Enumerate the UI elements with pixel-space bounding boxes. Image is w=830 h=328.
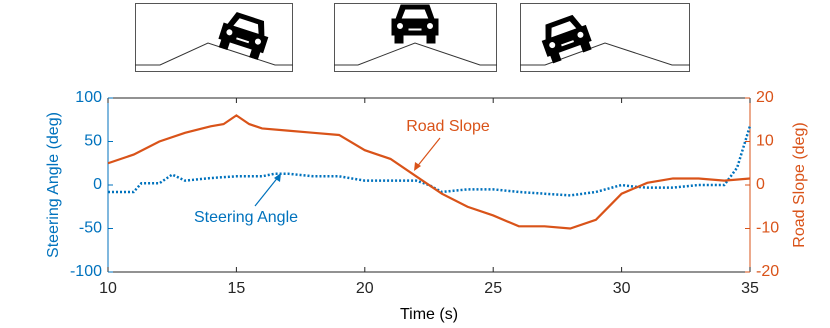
- car-icon: [391, 4, 439, 44]
- panel: [520, 3, 690, 72]
- y-tick-label: -50: [79, 220, 102, 237]
- x-tick-label: 30: [613, 280, 631, 297]
- x-tick-label: 35: [741, 280, 759, 297]
- annotation-arrow: [415, 137, 441, 169]
- y2-tick-label: -10: [756, 220, 779, 237]
- scene-panels: [135, 3, 690, 72]
- series-line: [107, 114, 751, 230]
- y-tick-label: 100: [75, 89, 102, 106]
- x-tick-label: 20: [356, 280, 374, 297]
- panel: [135, 3, 293, 72]
- annotation-arrow: [254, 175, 280, 207]
- y2-axis-label: Road Slope (deg): [791, 122, 808, 247]
- x-tick-label: 15: [228, 280, 246, 297]
- y-tick-label: 50: [84, 133, 102, 150]
- annotation-arrowhead: [414, 162, 421, 171]
- road: [520, 42, 690, 66]
- y2-tick-label: 0: [756, 176, 765, 193]
- annotation: Road Slope: [406, 118, 490, 135]
- road: [135, 42, 293, 66]
- y-tick-label: -100: [70, 263, 102, 280]
- car-icon: [537, 11, 595, 65]
- car-icon: [216, 9, 273, 61]
- y2-tick-label: 10: [756, 133, 774, 150]
- series-line: [108, 125, 752, 197]
- y-axis-label: Steering Angle (deg): [45, 112, 62, 258]
- annotation-arrowhead: [274, 173, 281, 182]
- x-tick-label: 25: [484, 280, 502, 297]
- x-axis-label: Time (s): [400, 306, 458, 323]
- x-tick-label: 10: [99, 280, 117, 297]
- panel: [334, 3, 497, 72]
- y-tick-label: 0: [93, 176, 102, 193]
- road: [334, 42, 497, 66]
- y2-tick-label: 20: [756, 89, 774, 106]
- annotation: Steering Angle: [194, 209, 298, 226]
- y2-tick-label: -20: [756, 263, 779, 280]
